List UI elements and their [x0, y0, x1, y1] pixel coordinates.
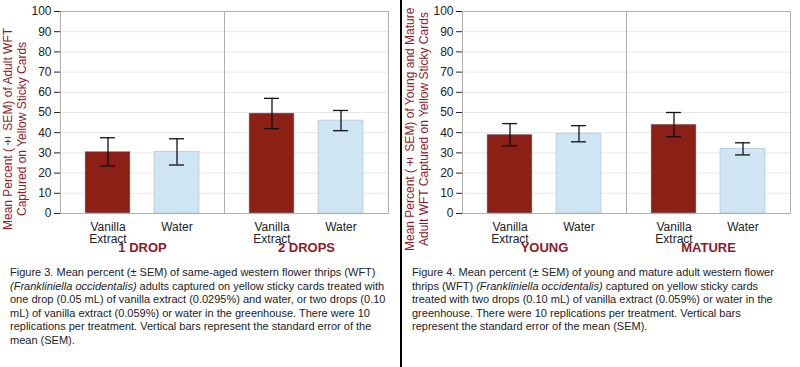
svg-text:30: 30: [440, 146, 454, 160]
html-text:Extract: Extract: [253, 232, 291, 246]
svg-text:90: 90: [38, 25, 52, 39]
svg-text:100: 100: [31, 4, 51, 18]
svg-text:40: 40: [38, 126, 52, 140]
html-text:Mean Percent (± SEM) of Young: Mean Percent (± SEM) of Young and Mature…: [403, 7, 431, 251]
svg-text:0: 0: [45, 206, 52, 220]
svg-text:Water: Water: [325, 220, 357, 234]
html-text:Figure 4. Mean percent (± SEM): Figure 4. Mean percent (± SEM) of young …: [412, 266, 774, 332]
html-text:Vanilla: Vanilla: [656, 220, 692, 234]
svg-text:40: 40: [440, 126, 454, 140]
svg-text:YOUNG: YOUNG: [521, 240, 569, 255]
svg-text:90: 90: [440, 25, 454, 39]
html-text:Extract: Extract: [89, 232, 127, 246]
html-text:Vanilla: Vanilla: [254, 220, 290, 234]
svg-text:80: 80: [38, 45, 52, 59]
svg-text:Water: Water: [727, 220, 759, 234]
html-text:Vanilla: Vanilla: [492, 220, 528, 234]
svg-text:80: 80: [440, 45, 454, 59]
svg-text:Water: Water: [161, 220, 193, 234]
svg-text:50: 50: [440, 105, 454, 119]
html-text:Extract: Extract: [491, 232, 529, 246]
html-text:Mean Percent (± SEM) of Adult: Mean Percent (± SEM) of Adult WFT Captur…: [1, 28, 29, 230]
svg-text:0: 0: [447, 206, 454, 220]
html-text:Vanilla: Vanilla: [90, 220, 126, 234]
svg-text:10: 10: [38, 186, 52, 200]
svg-text:10: 10: [440, 186, 454, 200]
svg-text:50: 50: [38, 105, 52, 119]
svg-text:70: 70: [38, 65, 52, 79]
html-text:Extract: Extract: [655, 232, 693, 246]
svg-text:60: 60: [440, 85, 454, 99]
html-text:Figure 3. Mean percent (± SEM): Figure 3. Mean percent (± SEM) of same-a…: [10, 266, 376, 278]
svg-text:1 DROP: 1 DROP: [118, 240, 167, 255]
svg-text:70: 70: [440, 65, 454, 79]
svg-text:Water: Water: [563, 220, 595, 234]
svg-text:60: 60: [38, 85, 52, 99]
svg-text:100: 100: [433, 4, 453, 18]
svg-text:2 DROPS: 2 DROPS: [278, 240, 335, 255]
svg-text:30: 30: [38, 146, 52, 160]
svg-text:20: 20: [38, 166, 52, 180]
html-text:(Frankliniella occidentalis) a: (Frankliniella occidentalis) adults capt…: [10, 279, 386, 346]
svg-text:MATURE: MATURE: [681, 240, 736, 255]
svg-text:20: 20: [440, 166, 454, 180]
